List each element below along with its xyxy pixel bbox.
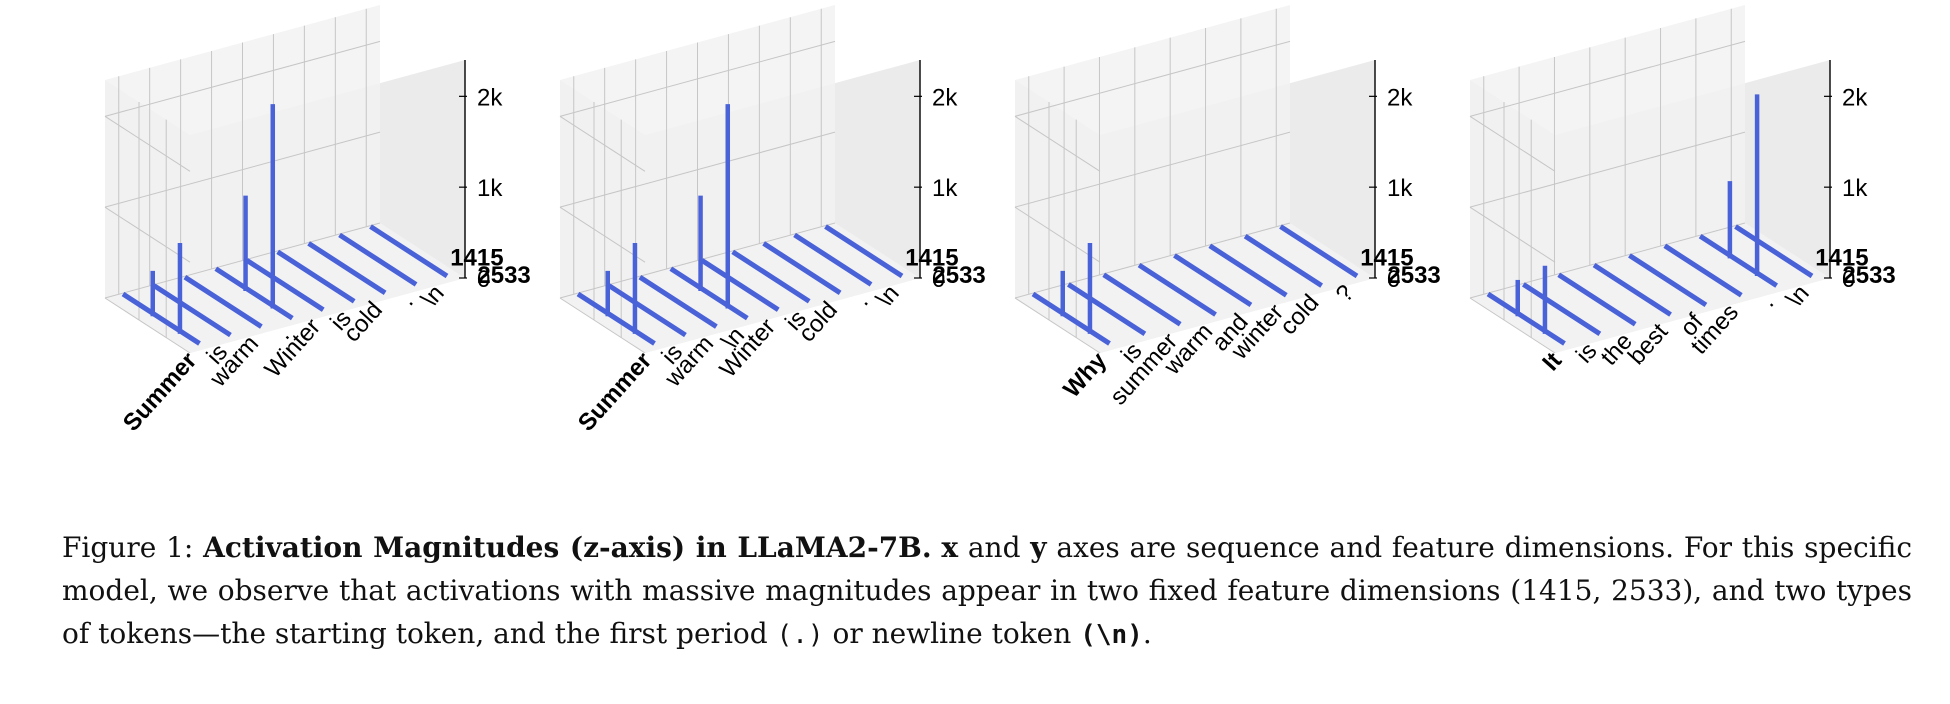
activation-row — [576, 291, 656, 346]
activation-row — [1486, 291, 1566, 346]
gridline-z — [104, 40, 381, 117]
activation-row — [152, 283, 232, 338]
activation-row — [1208, 243, 1288, 298]
z-tick-label: 2k — [932, 84, 958, 111]
z-tick-label: 2k — [1842, 84, 1868, 111]
activation-row — [669, 266, 749, 321]
gridline-z-side — [104, 115, 191, 172]
floor-pane — [1470, 223, 1830, 353]
gridline-z — [1014, 40, 1291, 117]
gridline-z-side — [559, 206, 646, 263]
back-pane — [1015, 5, 1290, 298]
z-tick-label: 1k — [1842, 175, 1868, 202]
activation-row — [700, 258, 780, 312]
caption-newline-code: (\n) — [1080, 620, 1143, 650]
gridline-z — [104, 131, 381, 208]
activation-row — [214, 266, 294, 321]
activation-row — [338, 232, 418, 287]
activation-row — [1102, 272, 1182, 327]
feature-tick-label: 2533 — [1387, 262, 1440, 289]
activation-row — [1521, 282, 1602, 336]
charts-row: 0 1k 2k Summer is warm. Winter is cold. \n 2533 141… — [104, 5, 1896, 437]
caption-or-text: or newline token — [832, 617, 1072, 650]
gridline-z-side — [1469, 297, 1556, 354]
activation-row — [183, 275, 263, 329]
token-tick-label: Summer — [573, 347, 657, 436]
activation-row — [607, 283, 687, 338]
figure-caption: Figure 1: Activation Magnitudes (z-axis)… — [62, 526, 1912, 657]
z-tick-label: 0 — [932, 266, 945, 293]
activation-row — [276, 249, 356, 304]
gridline-z-side — [559, 297, 646, 354]
activation-row — [1734, 224, 1814, 279]
caption-and: and — [967, 531, 1021, 564]
token-tick-label: Summer — [118, 347, 202, 436]
gridline-z-side — [1014, 206, 1101, 263]
activation-row — [1137, 262, 1217, 317]
floor-pane — [1015, 223, 1375, 353]
caption-bold-title: Activation Magnitudes (z-axis) in LLaMA2… — [203, 531, 932, 564]
feature-tick-label: 1415 — [1815, 245, 1868, 272]
z-tick-label: 1k — [932, 175, 958, 202]
feature-tick-label: 1415 — [450, 245, 503, 272]
activation-row — [1557, 272, 1637, 327]
activation-row — [638, 275, 718, 329]
caption-body: axes are sequence and feature dimensions… — [62, 531, 1913, 650]
gridline-z-side — [559, 115, 646, 172]
activation-row — [1592, 262, 1672, 317]
gridline-z-side — [1469, 115, 1556, 172]
token-tick-label: Why — [1058, 347, 1112, 403]
activation-row — [1066, 282, 1147, 336]
gridline-z — [1014, 131, 1291, 208]
gridline-z-side — [1014, 297, 1101, 354]
gridline-z-side — [1469, 206, 1556, 263]
activation-row — [1698, 234, 1779, 288]
caption-end: . — [1142, 617, 1152, 650]
gridline-z-side — [1014, 115, 1101, 172]
activation-row — [307, 241, 387, 295]
z-tick-label: 2k — [1387, 84, 1413, 111]
feature-tick-label: 2533 — [477, 262, 530, 289]
feature-tick-label: 2533 — [932, 262, 985, 289]
activation-row — [1663, 243, 1743, 298]
activation-row — [1031, 291, 1111, 346]
caption-y-var: y — [1030, 531, 1047, 564]
gridline-z — [1469, 131, 1746, 208]
gridline-z — [559, 131, 836, 208]
activation-row — [731, 249, 811, 304]
z-tick-label: 0 — [477, 266, 490, 293]
z-tick-label: 2k — [477, 84, 503, 111]
activation-row — [1279, 224, 1359, 279]
activation-row — [1628, 253, 1708, 308]
activation-row — [1173, 253, 1253, 308]
activation-row — [121, 291, 201, 346]
gridline-z — [1469, 40, 1746, 117]
activation-row — [369, 224, 449, 279]
z-tick-label: 0 — [1387, 266, 1400, 293]
z-tick-label: 1k — [477, 175, 503, 202]
activation-row — [245, 258, 325, 312]
gridline-z — [559, 40, 836, 117]
activation-row — [824, 224, 904, 279]
gridline-z-side — [104, 297, 191, 354]
activation-row — [793, 232, 873, 287]
feature-tick-label: 1415 — [905, 245, 958, 272]
z-tick-label: 1k — [1387, 175, 1413, 202]
feature-tick-label: 2533 — [1842, 262, 1895, 289]
caption-x-var: x — [941, 531, 959, 564]
activation-row — [1243, 234, 1324, 288]
feature-tick-label: 1415 — [1360, 245, 1413, 272]
gridline-z-side — [104, 206, 191, 263]
activation-row — [762, 241, 842, 295]
back-pane — [1470, 5, 1745, 298]
z-tick-label: 0 — [1842, 266, 1855, 293]
caption-period-code: (.) — [776, 620, 824, 650]
caption-label: Figure 1: — [62, 531, 194, 564]
